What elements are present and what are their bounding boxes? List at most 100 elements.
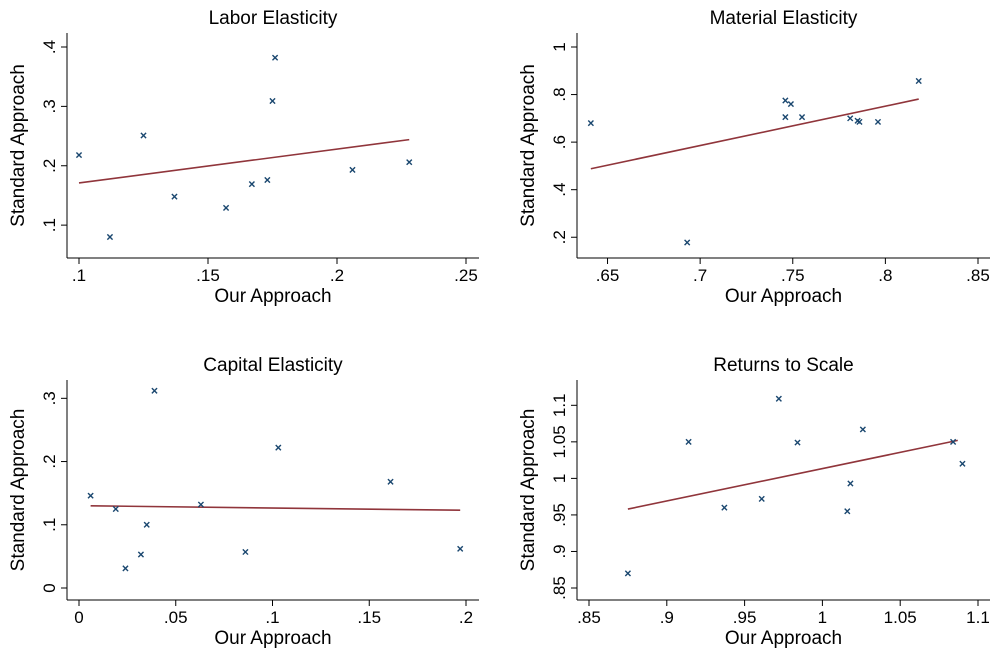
x-tick-label: .75 bbox=[781, 266, 805, 285]
x-tick-label: .1 bbox=[72, 266, 86, 285]
scatter-point bbox=[959, 460, 966, 467]
scatter-point bbox=[197, 501, 204, 508]
x-tick-label: .15 bbox=[357, 608, 381, 627]
y-tick-label: .1 bbox=[40, 218, 59, 232]
y-tick-label: .95 bbox=[550, 503, 569, 527]
scatter-point bbox=[915, 77, 922, 85]
scatter-point bbox=[248, 181, 255, 188]
scatter-point bbox=[122, 565, 129, 572]
chart-panel-4: Returns to Scale .85 .9 .95 1 1.05 1.1 .85 .9 .95… bbox=[518, 355, 990, 649]
scatter-point bbox=[847, 115, 854, 122]
scatter-point bbox=[721, 504, 728, 511]
x-tick-label: .05 bbox=[164, 608, 188, 627]
scatter-point bbox=[151, 387, 158, 394]
x-tick-label: .15 bbox=[196, 266, 220, 285]
x-axis-label: Our Approach bbox=[725, 628, 842, 649]
x-tick-label: .1 bbox=[265, 608, 279, 627]
chart-title: Material Elasticity bbox=[710, 8, 858, 29]
x-axis-label: Our Approach bbox=[214, 628, 331, 649]
scatter-point bbox=[950, 438, 957, 445]
x-tick-label: .2 bbox=[459, 608, 473, 627]
fit-line bbox=[90, 505, 461, 512]
chart-title: Labor Elasticity bbox=[209, 8, 338, 29]
y-tick-label: .1 bbox=[40, 518, 59, 532]
scatter-point bbox=[856, 118, 863, 126]
scatter-point bbox=[794, 439, 801, 446]
fit-line bbox=[78, 138, 410, 184]
y-tick-label: 1.1 bbox=[550, 393, 569, 417]
y-tick-label: .2 bbox=[550, 230, 569, 244]
x-tick-label: .85 bbox=[966, 266, 990, 285]
scatter-point bbox=[171, 193, 178, 200]
y-tick-label: .8 bbox=[550, 87, 569, 101]
x-tick-label: .65 bbox=[596, 266, 620, 285]
y-axis-label: Standard Approach bbox=[518, 409, 539, 572]
x-tick-label: .85 bbox=[577, 608, 601, 627]
y-tick-label: .4 bbox=[40, 40, 59, 54]
chart-panel-1: Labor Elasticity .1 .15 .2 .25 .1 .2 .3 .4 Our Ap… bbox=[8, 8, 479, 307]
x-tick-label: 1.05 bbox=[884, 608, 917, 627]
scatter-point bbox=[685, 438, 692, 445]
scatter-point bbox=[457, 545, 464, 552]
y-tick-label: .3 bbox=[40, 99, 59, 113]
x-tick-label: .8 bbox=[878, 266, 892, 285]
scatter-point bbox=[112, 505, 119, 513]
y-tick-label: 1 bbox=[550, 474, 569, 483]
scatter-point bbox=[847, 480, 854, 487]
x-tick-label: .9 bbox=[660, 608, 674, 627]
chart-panel-2: Material Elasticity .65 .7 .75 .8 .85 .2 .4 .6 .8… bbox=[518, 8, 990, 307]
y-tick-label: .85 bbox=[550, 576, 569, 600]
scatter-point bbox=[387, 478, 394, 485]
scatter-point bbox=[775, 395, 782, 402]
scatter-point bbox=[106, 233, 114, 241]
chart-title: Capital Elasticity bbox=[203, 355, 343, 376]
scatter-point bbox=[271, 54, 279, 61]
scatter-point bbox=[349, 166, 356, 174]
y-tick-label: 1.05 bbox=[550, 425, 569, 458]
y-tick-label: 0 bbox=[40, 583, 59, 592]
scatter-point bbox=[859, 426, 866, 433]
y-axis-label: Standard Approach bbox=[518, 64, 539, 227]
y-tick-label: .2 bbox=[40, 159, 59, 173]
x-axis-label: Our Approach bbox=[214, 286, 331, 307]
fit-line bbox=[590, 98, 919, 170]
scatter-point bbox=[782, 97, 789, 104]
scatter-point bbox=[587, 120, 594, 127]
scatter-point bbox=[624, 570, 631, 577]
scatter-point bbox=[874, 118, 882, 126]
scatter-point bbox=[275, 444, 282, 451]
x-tick-label: .25 bbox=[454, 266, 478, 285]
scatter-point bbox=[75, 151, 83, 159]
x-axis-label: Our Approach bbox=[725, 286, 842, 307]
fit-line bbox=[627, 439, 958, 510]
y-axis-label: Standard Approach bbox=[8, 64, 29, 227]
scatter-point bbox=[684, 239, 691, 246]
y-tick-label: .6 bbox=[550, 135, 569, 149]
y-tick-label: .9 bbox=[550, 544, 569, 558]
scatter-point bbox=[137, 551, 145, 558]
y-axis-label: Standard Approach bbox=[8, 409, 29, 572]
scatter-point bbox=[264, 176, 271, 184]
scatter-point bbox=[87, 492, 94, 499]
x-tick-label: .95 bbox=[733, 608, 757, 627]
scatter-point bbox=[140, 132, 147, 139]
chart-title: Returns to Scale bbox=[713, 355, 853, 376]
y-tick-label: .4 bbox=[550, 183, 569, 197]
scatter-point bbox=[406, 159, 413, 166]
x-tick-label: .2 bbox=[330, 266, 344, 285]
chart-panel-3: Capital Elasticity 0 .05 .1 .15 .2 0 .1 .2 .3 Our … bbox=[8, 355, 479, 649]
x-tick-label: 0 bbox=[74, 608, 83, 627]
scatter-point bbox=[242, 548, 249, 556]
scatter-point bbox=[844, 508, 851, 515]
y-tick-label: .2 bbox=[40, 454, 59, 468]
scatter-point bbox=[782, 114, 789, 121]
scatter-point bbox=[758, 495, 765, 502]
scatter-point bbox=[787, 100, 795, 108]
y-tick-label: .3 bbox=[40, 391, 59, 405]
scatter-point bbox=[269, 97, 276, 105]
x-tick-label: 1.1 bbox=[966, 608, 990, 627]
y-tick-label: 1 bbox=[550, 42, 569, 51]
x-tick-label: 1 bbox=[818, 608, 827, 627]
scatter-point bbox=[143, 521, 150, 528]
